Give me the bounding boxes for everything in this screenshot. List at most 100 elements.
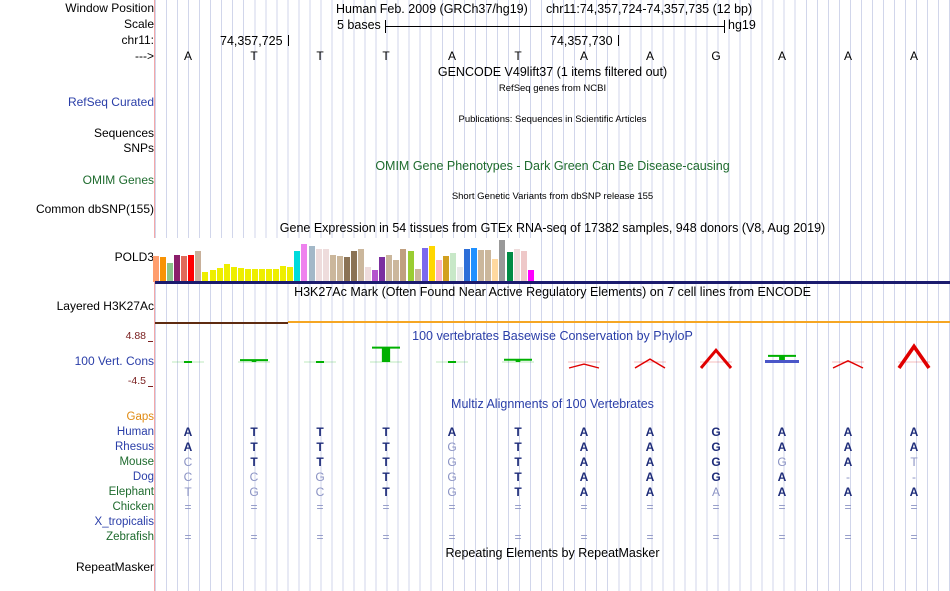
gtex-bar[interactable] <box>457 266 463 282</box>
gtex-bar[interactable] <box>358 249 365 282</box>
gtex-bar[interactable] <box>237 267 244 282</box>
conservation-bar[interactable] <box>171 333 205 391</box>
gtex-bar[interactable] <box>308 245 315 282</box>
gtex-bar[interactable] <box>499 240 506 282</box>
gtex-bar[interactable] <box>329 254 336 282</box>
track-label-refseq-curated[interactable]: RefSeq Curated <box>67 95 154 109</box>
multiz-species-label[interactable]: X_tropicalis <box>94 516 154 528</box>
gtex-bar[interactable] <box>266 268 273 282</box>
multiz-species-label[interactable]: Zebrafish <box>106 531 154 543</box>
gtex-bar[interactable] <box>251 268 258 282</box>
conservation-bar[interactable] <box>237 333 271 391</box>
gtex-bar[interactable] <box>471 247 478 282</box>
gtex-bar[interactable] <box>421 247 428 282</box>
gtex-bar[interactable] <box>174 254 181 282</box>
gtex-bar[interactable] <box>336 255 343 282</box>
track-label-omim-genes[interactable]: OMIM Genes <box>82 173 154 187</box>
gtex-bar[interactable] <box>435 260 442 282</box>
gtex-bar[interactable] <box>343 256 350 282</box>
gtex-bar[interactable] <box>464 249 471 282</box>
track-label-common-dbsnp[interactable]: Common dbSNP(155) <box>35 202 154 216</box>
gtex-bar[interactable] <box>442 255 449 282</box>
gtex-bar[interactable] <box>400 249 407 282</box>
h3k27ac-signal-orange <box>288 321 950 323</box>
multiz-species-label[interactable]: Chicken <box>112 501 154 513</box>
gtex-bar[interactable] <box>244 268 251 282</box>
gtex-bar[interactable] <box>160 256 167 282</box>
gtex-bar[interactable] <box>393 260 400 282</box>
sequence-base: A <box>645 49 654 63</box>
ruler-tick-mark <box>618 35 619 46</box>
gtex-bar[interactable] <box>372 269 379 282</box>
gtex-bar[interactable] <box>216 267 223 282</box>
multiz-species-label[interactable]: Rhesus <box>115 441 154 453</box>
gtex-bar[interactable] <box>407 251 414 282</box>
track-label-pold3[interactable]: POLD3 <box>114 250 154 264</box>
gtex-bar[interactable] <box>287 266 294 282</box>
gtex-bar[interactable] <box>315 249 322 282</box>
multiz-base-cell: = <box>712 500 720 514</box>
gtex-bar[interactable] <box>428 245 435 282</box>
multiz-species-label[interactable]: Mouse <box>119 456 154 468</box>
sequence-base: A <box>909 49 918 63</box>
gtex-bar[interactable] <box>520 251 527 282</box>
label-strand-arrow: ---> <box>135 49 154 63</box>
scale-bar <box>385 18 725 34</box>
publications-track-title: Publications: Sequences in Scientific Ar… <box>458 114 647 125</box>
track-label-100-vert-cons[interactable]: 100 Vert. Cons <box>74 354 154 368</box>
conservation-bar[interactable] <box>699 333 733 391</box>
conservation-bar[interactable] <box>567 333 601 391</box>
conservation-bar[interactable] <box>501 333 535 391</box>
gtex-bar[interactable] <box>294 251 301 282</box>
gtex-bar[interactable] <box>485 250 492 282</box>
gtex-bar[interactable] <box>492 258 499 282</box>
conservation-bar-blue[interactable] <box>765 360 799 363</box>
gtex-bar[interactable] <box>322 249 329 282</box>
gtex-bar[interactable] <box>478 250 485 282</box>
gtex-bar[interactable] <box>449 253 456 282</box>
gtex-bar[interactable] <box>513 249 520 282</box>
gtex-bar[interactable] <box>506 252 513 282</box>
multiz-base-cell: A <box>909 440 919 454</box>
gtex-bar[interactable] <box>379 256 386 282</box>
gtex-bar[interactable] <box>167 263 174 282</box>
gtex-bar[interactable] <box>365 266 372 282</box>
track-label-layered-h3k27ac[interactable]: Layered H3K27Ac <box>56 299 154 313</box>
multiz-species-label[interactable]: Human <box>116 426 154 438</box>
gtex-bar[interactable] <box>386 254 393 282</box>
conservation-bar[interactable] <box>897 333 931 391</box>
gtex-expression-barchart[interactable] <box>153 238 535 282</box>
gtex-bar[interactable] <box>153 255 159 282</box>
conservation-bar[interactable] <box>303 333 337 391</box>
gtex-bar[interactable] <box>273 268 280 282</box>
gtex-bar[interactable] <box>414 268 421 282</box>
conservation-plot[interactable] <box>155 333 950 391</box>
gtex-bar[interactable] <box>181 255 188 282</box>
label-window-position: Window Position <box>65 1 154 15</box>
conservation-bar[interactable] <box>369 333 403 391</box>
gtex-bar[interactable] <box>527 269 534 282</box>
gtex-bar[interactable] <box>188 254 195 282</box>
multiz-base-cell: G <box>711 425 721 439</box>
gtex-bar[interactable] <box>230 266 237 282</box>
conservation-bar[interactable] <box>435 333 469 391</box>
track-label-repeatmasker[interactable]: RepeatMasker <box>75 560 154 574</box>
gtex-bar[interactable] <box>350 251 357 282</box>
gtex-bar[interactable] <box>223 264 230 282</box>
multiz-base-cell: = <box>844 530 852 544</box>
track-label-snps[interactable]: SNPs <box>123 141 154 155</box>
gtex-bar[interactable] <box>202 272 209 282</box>
sequence-base: T <box>316 49 324 63</box>
conservation-bar[interactable] <box>831 333 865 391</box>
gtex-bar[interactable] <box>209 269 216 282</box>
gtex-bar[interactable] <box>259 268 266 282</box>
gtex-bar[interactable] <box>195 251 202 282</box>
multiz-species-label[interactable]: Dog <box>132 471 154 483</box>
track-label-sequences[interactable]: Sequences <box>93 126 154 140</box>
gtex-bar[interactable] <box>301 243 308 282</box>
gtex-bar[interactable] <box>280 265 287 282</box>
multiz-species-label[interactable]: Elephant <box>108 486 154 498</box>
conservation-bar[interactable] <box>633 333 667 391</box>
multiz-base-cell: T <box>250 455 258 469</box>
